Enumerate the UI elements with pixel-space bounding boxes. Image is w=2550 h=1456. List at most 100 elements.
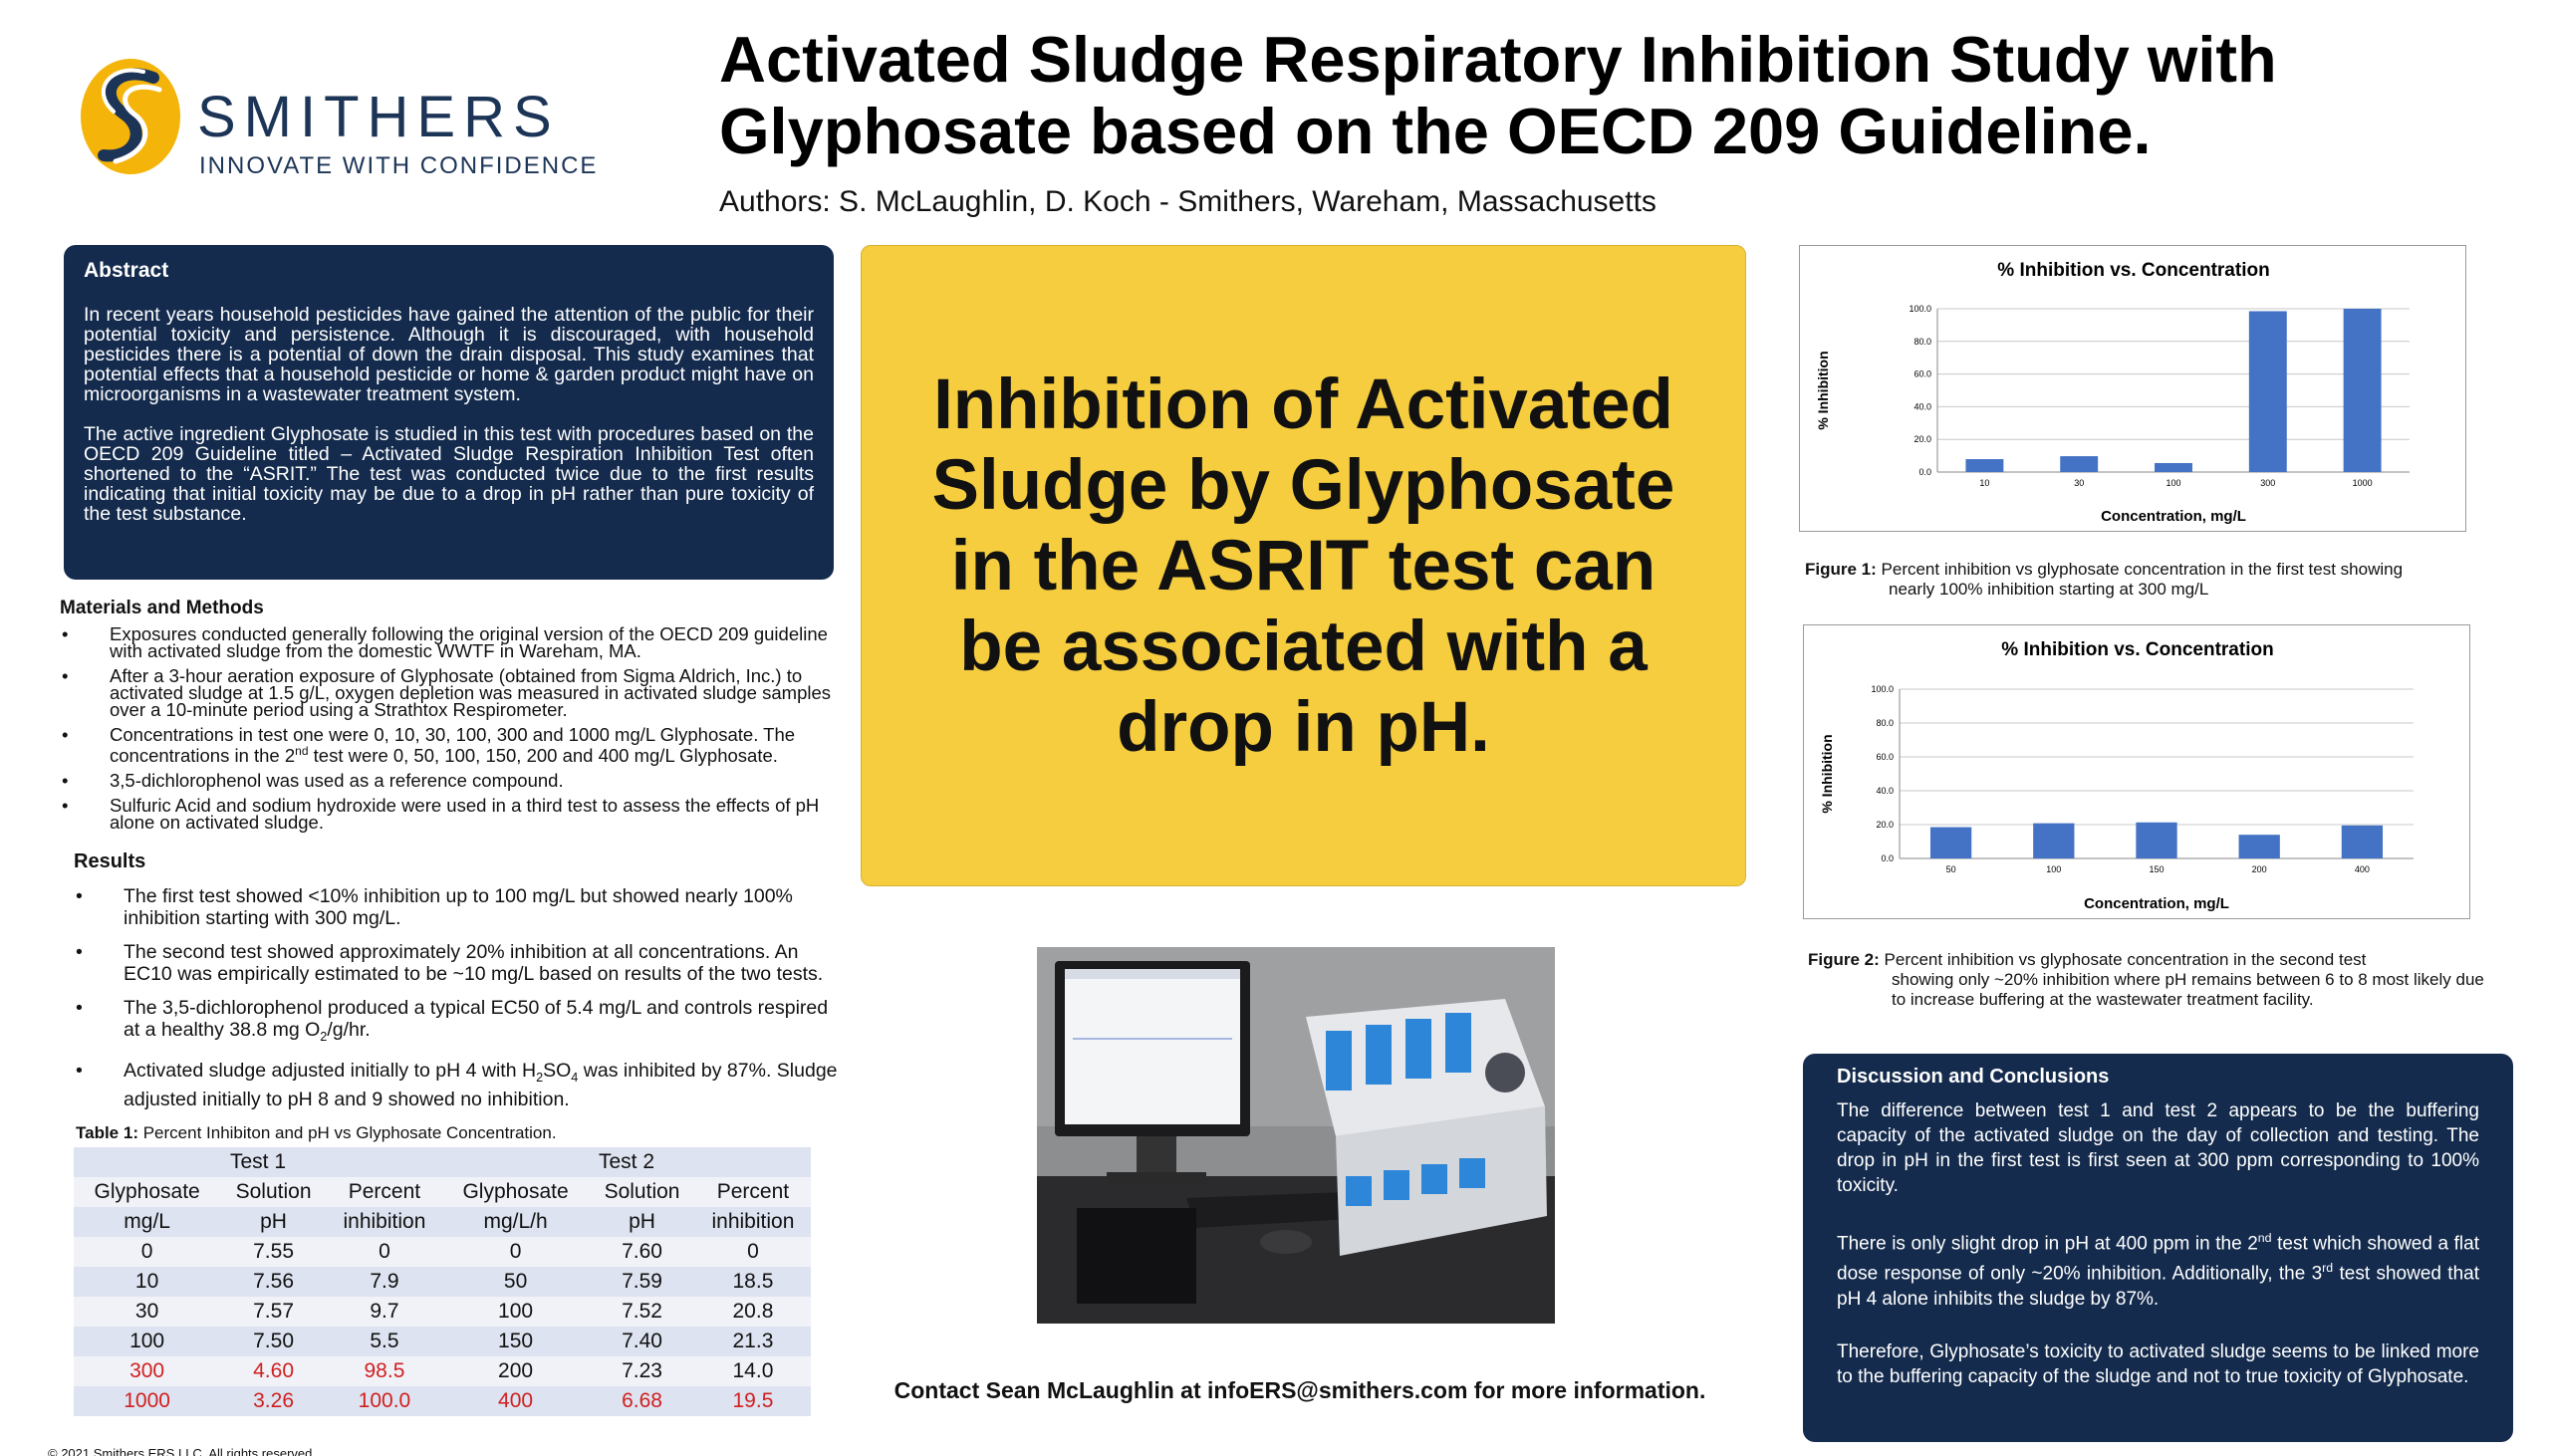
key-message: Inhibition of Activated Sludge by Glypho… [931, 364, 1675, 767]
results-table: Test 1 Test 2 Glyphosate Solution Percen… [74, 1147, 811, 1416]
figure-2-caption: Figure 2: Percent inhibition vs glyphosa… [1808, 950, 2485, 1010]
chart-title: % Inhibition vs. Concentration [1997, 260, 2269, 281]
table-caption: Table 1: Percent Inhibiton and pH vs Gly… [76, 1123, 557, 1143]
table-header-row-2: mg/L pH inhibition mg/L/h pH inhibition [74, 1207, 811, 1237]
x-axis-label: Concentration, mg/L [2084, 895, 2229, 912]
figure-1-caption: Figure 1: Percent inhibition vs glyphosa… [1805, 560, 2482, 600]
x-tick-label: 300 [2260, 478, 2275, 488]
respirometer-photo [1037, 947, 1555, 1324]
table-cell: 98.5 [364, 1359, 405, 1382]
results-heading: Results [74, 850, 146, 872]
table-cell: 0 [747, 1240, 759, 1263]
y-tick-label: 80.0 [1913, 337, 1931, 347]
column-unit: inhibition [711, 1210, 795, 1233]
conc-sup: nd [295, 744, 309, 758]
disc-text-b: test which showed a flat dose response o… [1837, 1233, 2479, 1285]
x-tick-label: 100 [2046, 864, 2061, 874]
ph-text-mid: SO [543, 1059, 572, 1082]
figure-1-text-2: nearly 100% inhibition starting at 300 m… [1889, 580, 2209, 599]
table-cell: 6.68 [622, 1389, 662, 1412]
methods-section: Materials and Methods Exposures conducte… [60, 598, 837, 839]
table-cell: 10 [134, 1270, 159, 1293]
table-cell: 1000 [124, 1389, 170, 1412]
table-cell: 20.8 [732, 1300, 774, 1323]
figure-1-text-1: Percent inhibition vs glyphosate concent… [1876, 560, 2404, 579]
table-row: 10 7.56 7.9 50 7.59 18.5 [74, 1267, 811, 1297]
table-cell: 14.0 [732, 1359, 774, 1382]
table-cell: 400 [498, 1389, 534, 1412]
table-cell: 21.3 [732, 1330, 774, 1352]
bar [2136, 822, 2177, 858]
table-group-header: Test 1 Test 2 [74, 1147, 811, 1177]
table-cell: 7.55 [253, 1240, 294, 1263]
disc-text-a: There is only slight drop in pH at 400 p… [1837, 1233, 2258, 1255]
ph-text-b: was inhibited by 87%. Sludge adjusted in… [124, 1059, 838, 1110]
logo-tagline: INNOVATE WITH CONFIDENCE [199, 152, 599, 179]
x-tick-label: 400 [2355, 864, 2370, 874]
table-cell: 0 [379, 1240, 390, 1263]
bar [2341, 825, 2384, 858]
table-cell: 150 [498, 1330, 534, 1352]
discussion-paragraph-1: The difference between test 1 and test 2… [1837, 1100, 2479, 1196]
table-row: 1000 3.26 100.0 400 6.68 19.5 [74, 1386, 811, 1416]
bar [1929, 827, 1972, 858]
ref-text-a: The 3,5-dichlorophenol produced a typica… [124, 997, 829, 1041]
list-item: 3,5-dichlorophenol was used as a referen… [60, 771, 837, 790]
list-item: Concentrations in test one were 0, 10, 3… [60, 725, 837, 767]
table-cell: 7.40 [622, 1330, 662, 1352]
table-row: 300 4.60 98.5 200 7.23 14.0 [74, 1356, 811, 1386]
smithers-logo: SMITHERS INNOVATE WITH CONFIDENCE [70, 52, 608, 191]
table-cell: 7.59 [622, 1270, 662, 1293]
conc-text-b: test were 0, 50, 100, 150, 200 and 400 m… [308, 745, 778, 767]
column-header: Glyphosate [462, 1180, 569, 1203]
y-tick-label: 100.0 [1871, 684, 1894, 694]
list-item: Sulfuric Acid and sodium hydroxide were … [60, 796, 837, 832]
poster-title: Activated Sludge Respiratory Inhibition … [719, 23, 2277, 167]
bar [2248, 311, 2287, 472]
y-tick-label: 60.0 [1876, 752, 1894, 762]
y-tick-label: 20.0 [1913, 434, 1931, 444]
table-row: 0 7.55 0 0 7.60 0 [74, 1237, 811, 1267]
ph-sub-1: 2 [536, 1070, 544, 1085]
x-tick-label: 200 [2252, 864, 2267, 874]
bar [2060, 456, 2099, 472]
column-unit: pH [260, 1210, 287, 1233]
y-tick-label: 0.0 [1918, 467, 1931, 477]
column-header: Percent [348, 1180, 421, 1203]
column-header: Solution [604, 1180, 680, 1203]
table-caption-text: Percent Inhibiton and pH vs Glyphosate C… [137, 1123, 557, 1142]
disc-sup-2: rd [2322, 1261, 2334, 1276]
disc-sup-1: nd [2257, 1231, 2272, 1245]
abstract-paragraph-1: In recent years household pesticides hav… [84, 304, 814, 405]
y-tick-label: 0.0 [1881, 853, 1894, 863]
abstract-heading: Abstract [84, 259, 169, 282]
table-cell: 18.5 [732, 1270, 774, 1293]
column-unit: mg/L/h [483, 1210, 548, 1233]
list-item: Activated sludge adjusted initially to p… [74, 1060, 841, 1110]
figure-2-text-2: showing only ~20% inhibition where pH re… [1892, 970, 2484, 1009]
respirometer-photo-image [1037, 947, 1555, 1324]
table-cell: 9.7 [370, 1300, 399, 1323]
list-item: The second test showed approximately 20%… [74, 941, 841, 985]
abstract-paragraph-2: The active ingredient Glyphosate is stud… [84, 423, 814, 525]
table-cell: 7.23 [622, 1359, 662, 1382]
chart-1-svg: % Inhibition vs. Concentration 0.0 20.0 40.… [1815, 260, 2410, 525]
bar [1965, 459, 2004, 472]
methods-heading: Materials and Methods [60, 598, 264, 618]
column-header: Percent [716, 1180, 790, 1203]
table-cell: 50 [503, 1270, 528, 1293]
table-cell: 19.5 [732, 1389, 774, 1412]
bar [2238, 835, 2280, 858]
discussion-panel: Discussion and Conclusions The differenc… [1803, 1054, 2513, 1442]
chart-2-svg: % Inhibition vs. Concentration 0.0 20.0 40.… [1819, 639, 2414, 912]
x-tick-label: 10 [1979, 478, 1989, 488]
table-cell: 200 [498, 1359, 534, 1382]
x-tick-label: 150 [2149, 864, 2164, 874]
table-cell: 0 [140, 1240, 153, 1263]
x-axis-label: Concentration, mg/L [2101, 508, 2246, 525]
table-row: 100 7.50 5.5 150 7.40 21.3 [74, 1327, 811, 1356]
y-axis-label: % Inhibition [1815, 351, 1831, 429]
table-cell: 7.60 [622, 1240, 662, 1263]
list-item: The first test showed <10% inhibition up… [74, 885, 841, 929]
abstract-panel: Abstract In recent years household pesti… [64, 245, 834, 580]
